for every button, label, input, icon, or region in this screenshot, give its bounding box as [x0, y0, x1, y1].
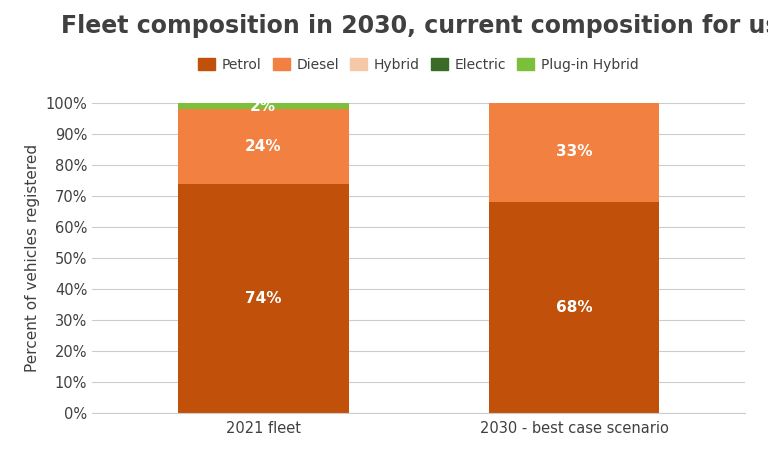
- Bar: [177, 109, 349, 184]
- Text: 3%: 3%: [561, 38, 587, 53]
- Bar: [177, 184, 349, 413]
- Bar: [488, 41, 660, 51]
- Legend: Petrol, Diesel, Hybrid, Electric, Plug-in Hybrid: Petrol, Diesel, Hybrid, Electric, Plug-i…: [198, 58, 639, 71]
- Bar: [488, 100, 660, 202]
- Bar: [488, 202, 660, 413]
- Text: 4%: 4%: [561, 86, 587, 101]
- Bar: [488, 51, 660, 88]
- Bar: [177, 103, 349, 109]
- Y-axis label: Percent of vehicles registered: Percent of vehicles registered: [25, 144, 40, 372]
- Text: 2%: 2%: [250, 99, 276, 114]
- Text: Fleet composition in 2030, current composition for used imports: Fleet composition in 2030, current compo…: [61, 14, 768, 38]
- Bar: [488, 88, 660, 100]
- Text: 12%: 12%: [556, 61, 592, 76]
- Text: 24%: 24%: [245, 139, 281, 154]
- Text: 68%: 68%: [556, 300, 592, 315]
- Text: 33%: 33%: [556, 144, 592, 159]
- Text: 74%: 74%: [245, 291, 281, 306]
